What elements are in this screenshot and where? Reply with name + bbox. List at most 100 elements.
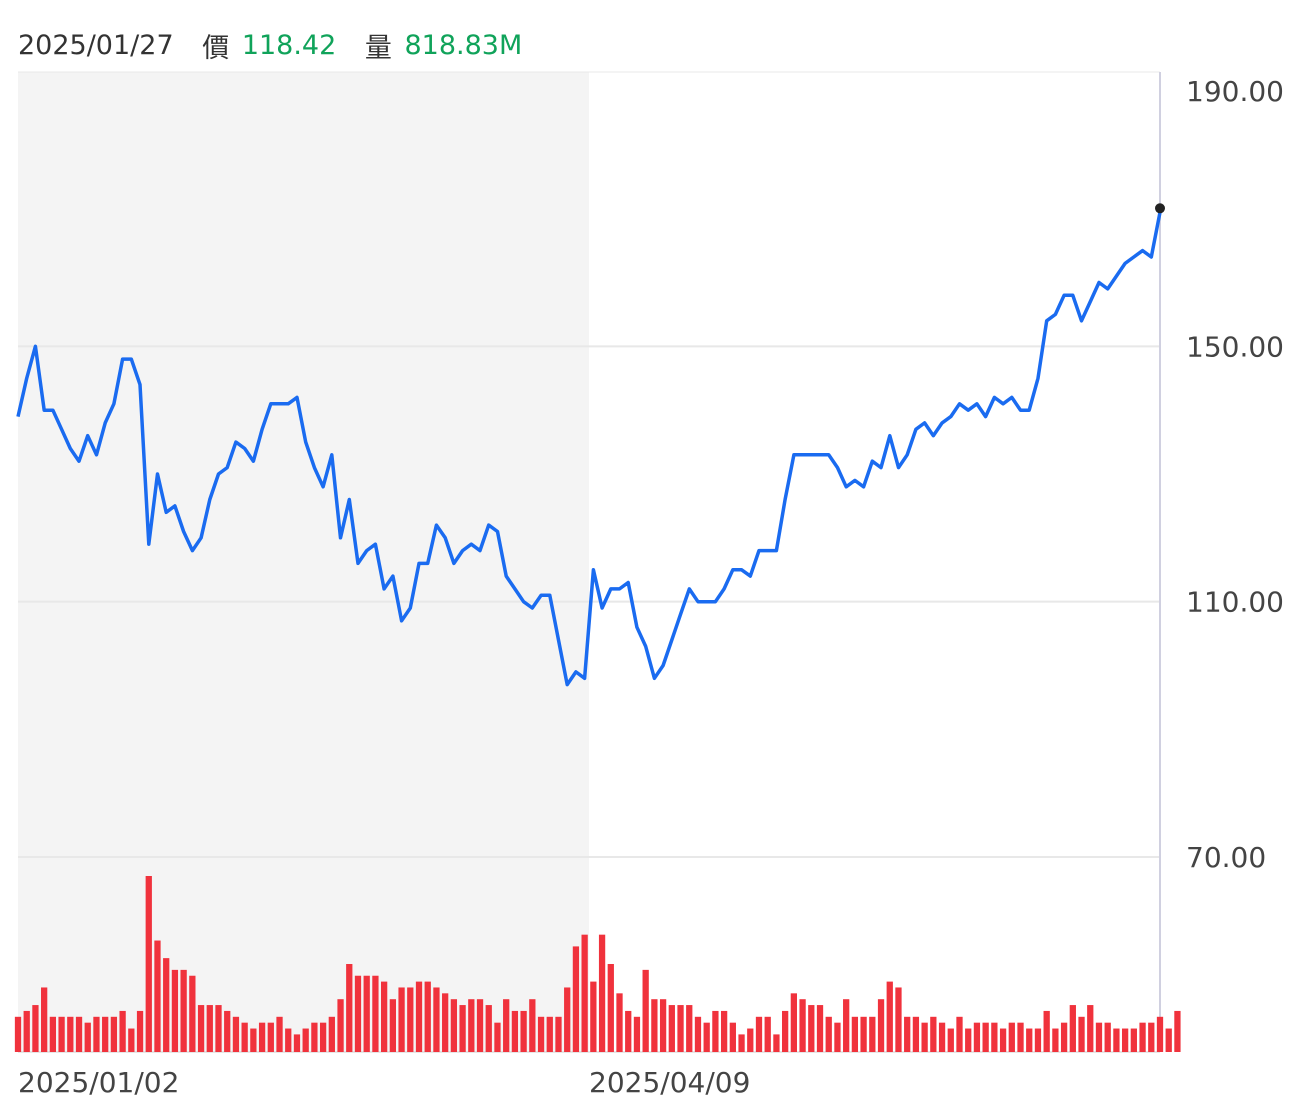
volume-bar [476, 999, 484, 1052]
volume-bar [1174, 1010, 1181, 1052]
y-axis-ticks: 190.00 150.00 110.00 70.00 [1186, 75, 1284, 874]
volume-bar [860, 1016, 867, 1052]
volume-bar [668, 1005, 675, 1052]
volume-bar [180, 969, 187, 1052]
volume-bar [93, 1016, 100, 1052]
volume-bar [869, 1016, 876, 1052]
volume-bar [380, 981, 388, 1052]
volume-bar [564, 987, 571, 1052]
volume-bar [311, 1022, 318, 1052]
volume-bar [738, 1034, 745, 1052]
volume-bar [799, 999, 806, 1052]
volume-bar [346, 964, 353, 1052]
volume-bar [424, 981, 431, 1052]
volume-bar [816, 1005, 824, 1052]
volume-bar [616, 993, 623, 1052]
volume-bar [947, 1028, 954, 1052]
volume-bar [991, 1022, 998, 1052]
volume-bar [215, 1005, 222, 1052]
volume-bar [747, 1028, 754, 1052]
volume-value: 818.83M [404, 30, 523, 61]
volume-bar [337, 999, 344, 1052]
volume-bar [1113, 1028, 1120, 1052]
volume-bar [633, 1016, 641, 1052]
volume-bar [755, 1016, 763, 1052]
volume-bar [825, 1016, 832, 1052]
volume-bar [642, 969, 649, 1052]
volume-bar [197, 1005, 205, 1052]
volume-bar [1026, 1028, 1033, 1052]
volume-bar [224, 1010, 231, 1052]
volume-bar [886, 981, 893, 1052]
volume-bar [241, 1022, 248, 1052]
volume-bar [546, 1016, 553, 1052]
volume-bar [590, 981, 597, 1052]
volume-bar [834, 1022, 841, 1052]
x-axis-ticks: 2025/01/02 2025/04/09 [18, 1066, 750, 1099]
volume-bar [511, 1010, 519, 1052]
volume-bar [1148, 1022, 1155, 1052]
volume-bar [904, 1016, 911, 1052]
volume-bar [677, 1005, 684, 1052]
volume-label: 量 [364, 33, 392, 64]
volume-bar [956, 1016, 963, 1052]
volume-bar [232, 1016, 240, 1052]
volume-bar [686, 1005, 693, 1052]
volume-bar [102, 1016, 109, 1052]
volume-bar [41, 987, 48, 1052]
volume-bar [1034, 1028, 1042, 1052]
volume-bar [703, 1022, 710, 1052]
volume-bar [982, 1022, 989, 1052]
volume-bar [581, 934, 588, 1052]
volume-bar [407, 987, 414, 1052]
price-label: 價 [202, 33, 230, 64]
volume-bar [459, 1005, 466, 1052]
volume-bar [433, 987, 440, 1052]
volume-bar [23, 1010, 30, 1052]
last-point-marker[interactable] [1155, 203, 1165, 214]
header-date: 2025/01/27 [18, 30, 174, 61]
volume-bar [1052, 1028, 1059, 1052]
volume-bar [1017, 1022, 1024, 1052]
volume-bar [328, 1016, 335, 1052]
volume-bar [58, 1016, 65, 1052]
volume-bar [930, 1016, 937, 1052]
volume-bar [494, 1022, 501, 1052]
volume-bar [851, 1016, 859, 1052]
volume-bar [921, 1022, 928, 1052]
price-value: 118.42 [241, 30, 337, 61]
volume-bar [529, 999, 536, 1052]
volume-bar [773, 1034, 780, 1052]
volume-bar [912, 1016, 920, 1052]
volume-bar [250, 1028, 257, 1052]
volume-bar [145, 876, 152, 1052]
volume-bar [555, 1016, 562, 1052]
volume-bar [32, 1005, 39, 1052]
volume-bar [1078, 1016, 1085, 1052]
volume-bar [808, 1005, 815, 1052]
volume-bar [1130, 1028, 1137, 1052]
volume-bar [285, 1028, 292, 1052]
volume-bar [625, 1010, 632, 1052]
volume-bar [302, 1028, 309, 1052]
volume-bar [67, 1016, 74, 1052]
volume-bar [1156, 1016, 1164, 1052]
volume-bar [782, 1010, 789, 1052]
volume-bar [468, 999, 475, 1052]
volume-bar [1095, 1022, 1103, 1052]
volume-bar [520, 1010, 527, 1052]
highlight-band [18, 72, 589, 1052]
volume-bar [128, 1028, 135, 1052]
volume-bar [712, 1010, 719, 1052]
volume-bar [163, 958, 170, 1052]
volume-bar [999, 1028, 1007, 1052]
volume-bar [267, 1022, 274, 1052]
volume-bar [276, 1016, 283, 1052]
volume-bar [503, 999, 510, 1052]
volume-bar [694, 1016, 702, 1052]
volume-bar [354, 975, 362, 1052]
x-tick-label: 2025/04/09 [589, 1066, 750, 1099]
y-tick-label: 190.00 [1186, 75, 1284, 108]
volume-bar [398, 987, 405, 1052]
